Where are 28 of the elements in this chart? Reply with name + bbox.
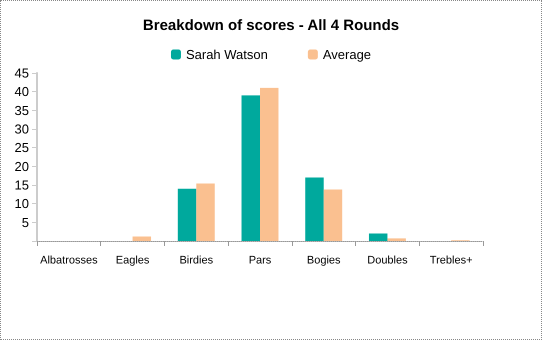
y-tick-label: 10 [14,196,29,212]
bar [196,184,215,241]
x-tick-label: Pars [248,254,272,266]
bar [368,234,388,241]
y-tick-label: 25 [14,140,29,156]
y-tick-label: 5 [22,214,29,230]
x-tick-label: Eagles [116,254,150,266]
bar [324,189,342,241]
bar [305,178,324,241]
legend-label: Sarah Watson [186,47,268,62]
bar [387,238,406,241]
bar [178,188,196,241]
x-tick-label: Doubles [367,254,408,266]
legend-label: Average [322,47,372,62]
x-tick-label: Trebles+ [430,254,472,266]
x-tick-label: Bogies [306,254,342,266]
y-tick-label: 45 [14,66,29,80]
y-tick-label: 15 [14,178,29,192]
y-tick-label: 20 [14,158,29,174]
x-tick-label: Albatrosses [40,254,98,266]
y-tick-label: 35 [14,102,29,118]
bar [132,236,152,241]
y-tick-label: 30 [14,122,29,136]
x-tick-label: Birdies [179,254,214,266]
bar [242,95,260,241]
y-tick-label: 40 [14,84,29,100]
chart-title: Breakdown of scores - All 4 Rounds [142,17,400,34]
bar [260,88,278,241]
